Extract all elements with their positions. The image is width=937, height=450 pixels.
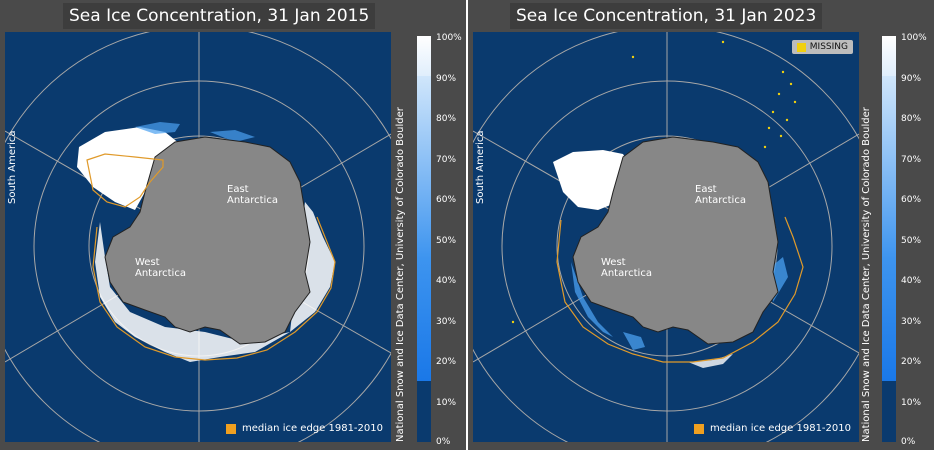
colorbar-tick: 50% — [901, 236, 922, 246]
colorbar-tick: 20% — [436, 357, 457, 367]
colorbar-tick: 30% — [901, 317, 922, 327]
colorbar-tick: 70% — [436, 155, 457, 165]
label-east-antarctica: East Antarctica — [695, 184, 746, 206]
colorbar-tick: 40% — [436, 276, 457, 286]
label-south-america: South America — [7, 130, 18, 205]
colorbar-tick: 90% — [901, 74, 922, 84]
map-canvas — [473, 32, 859, 442]
colorbar-tick: 30% — [436, 317, 457, 327]
median-edge-swatch — [226, 423, 237, 434]
missing-label: MISSING — [809, 42, 848, 52]
label-west-antarctica: West Antarctica — [135, 257, 186, 279]
colorbar-tick: 40% — [901, 276, 922, 286]
map-legend: median ice edge 1981-2010 — [226, 423, 383, 434]
colorbar-credit: National Snow and Ice Data Center, Unive… — [395, 107, 406, 442]
map-title: Sea Ice Concentration, 31 Jan 2015 — [63, 3, 376, 29]
colorbar-tick: 100% — [901, 33, 927, 43]
map-panel-2015: Sea Ice Concentration, 31 Jan 2015 — [0, 0, 466, 450]
legend-label: median ice edge 1981-2010 — [710, 423, 851, 434]
colorbar-tick: 80% — [436, 114, 457, 124]
polar-map: East Antarctica West Antarctica South Am… — [473, 32, 859, 442]
label-west-antarctica: West Antarctica — [601, 257, 652, 279]
legend-label: median ice edge 1981-2010 — [242, 423, 383, 434]
map-panel-2023: Sea Ice Concentration, 31 Jan 2023 — [468, 0, 934, 450]
colorbar — [882, 36, 896, 442]
map-canvas — [5, 32, 391, 442]
colorbar-tick: 60% — [436, 195, 457, 205]
colorbar-tick: 50% — [436, 236, 457, 246]
colorbar-tick: 10% — [901, 398, 922, 408]
missing-legend: MISSING — [791, 40, 853, 54]
colorbar-tick: 100% — [436, 33, 462, 43]
colorbar — [417, 36, 431, 442]
label-east-antarctica: East Antarctica — [227, 184, 278, 206]
colorbar-tick: 10% — [436, 398, 457, 408]
polar-map: East Antarctica West Antarctica South Am… — [5, 32, 391, 442]
label-south-america: South America — [475, 130, 486, 205]
missing-swatch — [796, 42, 806, 52]
median-edge-swatch — [694, 423, 705, 434]
colorbar-tick: 80% — [901, 114, 922, 124]
colorbar-tick: 90% — [436, 74, 457, 84]
colorbar-tick: 70% — [901, 155, 922, 165]
colorbar-tick: 0% — [436, 437, 451, 447]
map-legend: median ice edge 1981-2010 — [694, 423, 851, 434]
map-title: Sea Ice Concentration, 31 Jan 2023 — [510, 3, 823, 29]
colorbar-credit: National Snow and Ice Data Center, Unive… — [861, 107, 872, 442]
colorbar-tick: 20% — [901, 357, 922, 367]
colorbar-tick: 0% — [901, 437, 916, 447]
colorbar-tick: 60% — [901, 195, 922, 205]
